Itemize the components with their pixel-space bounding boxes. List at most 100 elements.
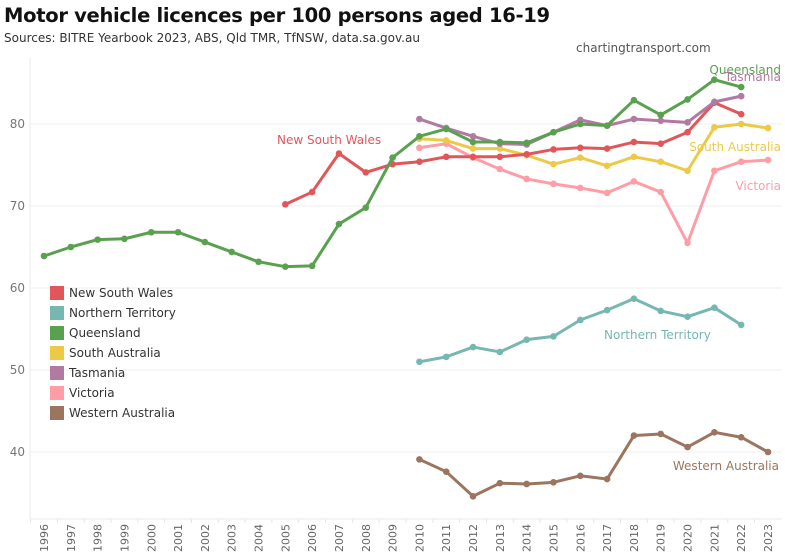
legend-item[interactable]: South Australia: [50, 346, 161, 360]
data-point[interactable]: [362, 204, 370, 211]
data-point[interactable]: [737, 92, 745, 100]
data-point[interactable]: [282, 263, 289, 270]
data-point[interactable]: [469, 153, 477, 161]
data-point[interactable]: [416, 115, 423, 123]
data-point[interactable]: [496, 153, 504, 161]
data-point[interactable]: [40, 252, 48, 260]
data-point[interactable]: [737, 158, 745, 166]
data-point[interactable]: [711, 76, 718, 84]
data-point[interactable]: [550, 479, 557, 486]
legend-item[interactable]: New South Wales: [50, 286, 173, 300]
data-point[interactable]: [416, 133, 423, 140]
legend-item[interactable]: Western Australia: [50, 406, 175, 420]
data-point[interactable]: [576, 120, 584, 128]
data-point[interactable]: [630, 138, 638, 146]
data-point[interactable]: [576, 184, 584, 192]
data-point[interactable]: [550, 146, 557, 153]
data-point[interactable]: [174, 228, 182, 236]
data-point[interactable]: [657, 430, 665, 438]
data-point[interactable]: [657, 307, 665, 315]
data-point[interactable]: [523, 175, 530, 183]
data-point[interactable]: [362, 169, 370, 176]
data-point[interactable]: [442, 137, 450, 144]
data-point[interactable]: [737, 433, 745, 441]
data-point[interactable]: [630, 295, 638, 302]
data-point[interactable]: [630, 96, 638, 104]
data-point[interactable]: [657, 117, 665, 125]
data-point[interactable]: [416, 358, 423, 366]
data-point[interactable]: [603, 162, 611, 170]
data-point[interactable]: [496, 165, 504, 173]
legend-item[interactable]: Queensland: [50, 326, 141, 340]
data-point[interactable]: [469, 492, 477, 500]
data-point[interactable]: [469, 145, 477, 152]
data-point[interactable]: [469, 133, 477, 140]
data-point[interactable]: [737, 83, 745, 91]
data-point[interactable]: [657, 158, 665, 166]
data-point[interactable]: [308, 188, 316, 196]
data-point[interactable]: [603, 122, 611, 129]
data-point[interactable]: [523, 139, 530, 147]
data-point[interactable]: [442, 153, 450, 161]
data-point[interactable]: [630, 115, 638, 123]
data-point[interactable]: [684, 239, 691, 247]
data-point[interactable]: [550, 160, 557, 168]
data-point[interactable]: [737, 110, 745, 118]
data-point[interactable]: [496, 145, 504, 152]
data-point[interactable]: [576, 154, 584, 161]
data-point[interactable]: [711, 304, 718, 311]
data-point[interactable]: [469, 343, 477, 351]
data-point[interactable]: [94, 236, 101, 243]
data-point[interactable]: [147, 228, 155, 236]
data-point[interactable]: [603, 189, 611, 197]
data-point[interactable]: [442, 353, 450, 361]
data-point[interactable]: [603, 475, 611, 483]
data-point[interactable]: [228, 248, 236, 256]
data-point[interactable]: [737, 321, 745, 329]
data-point[interactable]: [121, 235, 128, 243]
data-point[interactable]: [550, 180, 557, 188]
data-point[interactable]: [576, 472, 584, 480]
data-point[interactable]: [442, 125, 450, 133]
data-point[interactable]: [764, 124, 772, 132]
data-point[interactable]: [630, 178, 638, 185]
data-point[interactable]: [684, 167, 691, 175]
data-point[interactable]: [630, 153, 638, 161]
data-point[interactable]: [737, 120, 745, 128]
data-point[interactable]: [496, 138, 504, 146]
legend-item[interactable]: Victoria: [50, 386, 115, 400]
data-point[interactable]: [496, 479, 504, 487]
data-point[interactable]: [442, 468, 450, 475]
data-point[interactable]: [67, 243, 75, 251]
data-point[interactable]: [684, 96, 691, 103]
data-point[interactable]: [576, 144, 584, 152]
data-point[interactable]: [282, 201, 289, 208]
data-point[interactable]: [657, 140, 665, 147]
data-point[interactable]: [496, 348, 504, 356]
data-point[interactable]: [335, 220, 343, 228]
data-point[interactable]: [603, 145, 611, 152]
data-point[interactable]: [523, 151, 530, 158]
data-point[interactable]: [684, 443, 691, 451]
data-point[interactable]: [711, 123, 718, 131]
data-point[interactable]: [416, 456, 423, 463]
data-point[interactable]: [711, 429, 718, 436]
data-point[interactable]: [684, 128, 691, 136]
data-point[interactable]: [255, 258, 262, 266]
data-point[interactable]: [711, 167, 718, 175]
data-point[interactable]: [469, 138, 477, 146]
data-point[interactable]: [657, 111, 665, 119]
data-point[interactable]: [523, 480, 530, 488]
data-point[interactable]: [711, 98, 718, 106]
data-point[interactable]: [684, 313, 691, 321]
data-point[interactable]: [657, 188, 665, 196]
data-point[interactable]: [764, 448, 772, 456]
data-point[interactable]: [764, 156, 772, 164]
data-point[interactable]: [308, 262, 316, 270]
data-point[interactable]: [523, 336, 530, 343]
data-point[interactable]: [201, 238, 209, 246]
legend-item[interactable]: Northern Territory: [50, 306, 176, 320]
data-point[interactable]: [550, 333, 557, 340]
data-point[interactable]: [603, 306, 611, 314]
data-point[interactable]: [550, 128, 557, 136]
